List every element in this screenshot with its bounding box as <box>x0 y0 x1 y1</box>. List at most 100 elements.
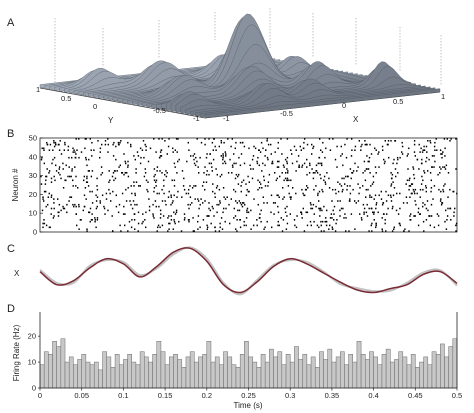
spike <box>148 209 151 212</box>
spike <box>407 153 409 155</box>
spike <box>91 213 93 215</box>
spike <box>117 143 120 146</box>
spike <box>390 183 393 185</box>
spike <box>409 219 411 221</box>
spike <box>317 194 319 197</box>
spike <box>229 222 231 225</box>
spike <box>276 166 279 168</box>
spike <box>43 219 45 221</box>
spike <box>197 215 200 217</box>
spike <box>453 211 455 214</box>
spike <box>218 188 221 191</box>
spike <box>123 205 125 208</box>
spike <box>195 156 197 159</box>
spike <box>152 203 154 206</box>
spike <box>212 158 215 161</box>
spike <box>86 228 88 230</box>
spike <box>310 203 312 206</box>
spike <box>172 147 174 150</box>
spike <box>158 192 160 195</box>
spike <box>427 140 429 142</box>
spike <box>148 205 151 208</box>
histogram-bar <box>56 346 62 389</box>
spike <box>350 213 353 215</box>
histogram-bar <box>189 351 195 389</box>
panel-b-yticks: 0 10 20 30 40 50 <box>29 134 43 237</box>
histogram-bar <box>214 356 220 389</box>
spike <box>378 194 380 197</box>
spike <box>401 153 404 155</box>
spike <box>219 175 221 178</box>
spike <box>437 215 440 217</box>
spike <box>87 170 90 172</box>
spike <box>46 141 48 144</box>
spike <box>267 143 270 146</box>
histogram-bar <box>260 354 266 389</box>
spike <box>263 228 265 230</box>
spike <box>293 145 296 148</box>
spike <box>115 158 117 161</box>
spike <box>57 143 60 146</box>
spike <box>258 164 260 167</box>
spike <box>303 162 306 165</box>
spike <box>272 162 274 165</box>
spike <box>433 185 436 187</box>
spike <box>204 143 206 146</box>
spike <box>243 145 246 148</box>
spike <box>407 168 409 170</box>
spike <box>247 211 250 214</box>
spike <box>124 224 126 227</box>
spike <box>134 194 136 197</box>
histogram-bar <box>198 356 203 389</box>
spike <box>317 192 319 195</box>
spike <box>334 230 337 232</box>
spike <box>447 207 449 210</box>
spike <box>363 207 366 210</box>
spike <box>91 219 93 221</box>
spike <box>429 140 431 142</box>
spike <box>319 209 321 212</box>
spike <box>183 188 186 191</box>
spike <box>94 219 96 221</box>
panel-b-letter: B <box>7 128 14 140</box>
spike <box>237 209 239 212</box>
spike <box>134 213 136 215</box>
histogram-bar <box>160 351 166 389</box>
spike <box>225 153 227 155</box>
spike <box>236 219 238 221</box>
spike <box>105 198 108 200</box>
spike <box>346 185 349 187</box>
spike <box>352 170 355 172</box>
spike <box>368 160 370 163</box>
spike <box>341 153 343 155</box>
spike <box>167 217 169 219</box>
spike <box>239 164 242 167</box>
spike <box>107 138 109 140</box>
spike <box>88 158 90 161</box>
spike <box>149 147 152 150</box>
histogram-bar <box>127 354 132 389</box>
spike <box>425 187 427 189</box>
spike <box>71 168 73 170</box>
spike <box>289 213 291 215</box>
spike <box>168 190 170 193</box>
spike <box>440 190 442 193</box>
spike <box>162 215 165 217</box>
spike <box>144 172 147 174</box>
histogram-bar <box>235 367 241 389</box>
spike <box>277 166 280 168</box>
panel-d-xtick-label: 0.15 <box>158 391 173 400</box>
spike <box>323 205 325 208</box>
histogram-bar <box>248 356 253 389</box>
spike <box>380 198 383 200</box>
panel-d-xtick-label: 0.2 <box>202 391 212 400</box>
histogram-bar <box>231 364 237 389</box>
spike <box>321 188 323 191</box>
spike <box>174 222 176 225</box>
spike <box>199 226 201 229</box>
spike <box>197 228 199 230</box>
spike <box>153 175 155 178</box>
spike <box>351 172 353 174</box>
histogram-bar <box>339 351 345 389</box>
spike <box>265 149 267 151</box>
